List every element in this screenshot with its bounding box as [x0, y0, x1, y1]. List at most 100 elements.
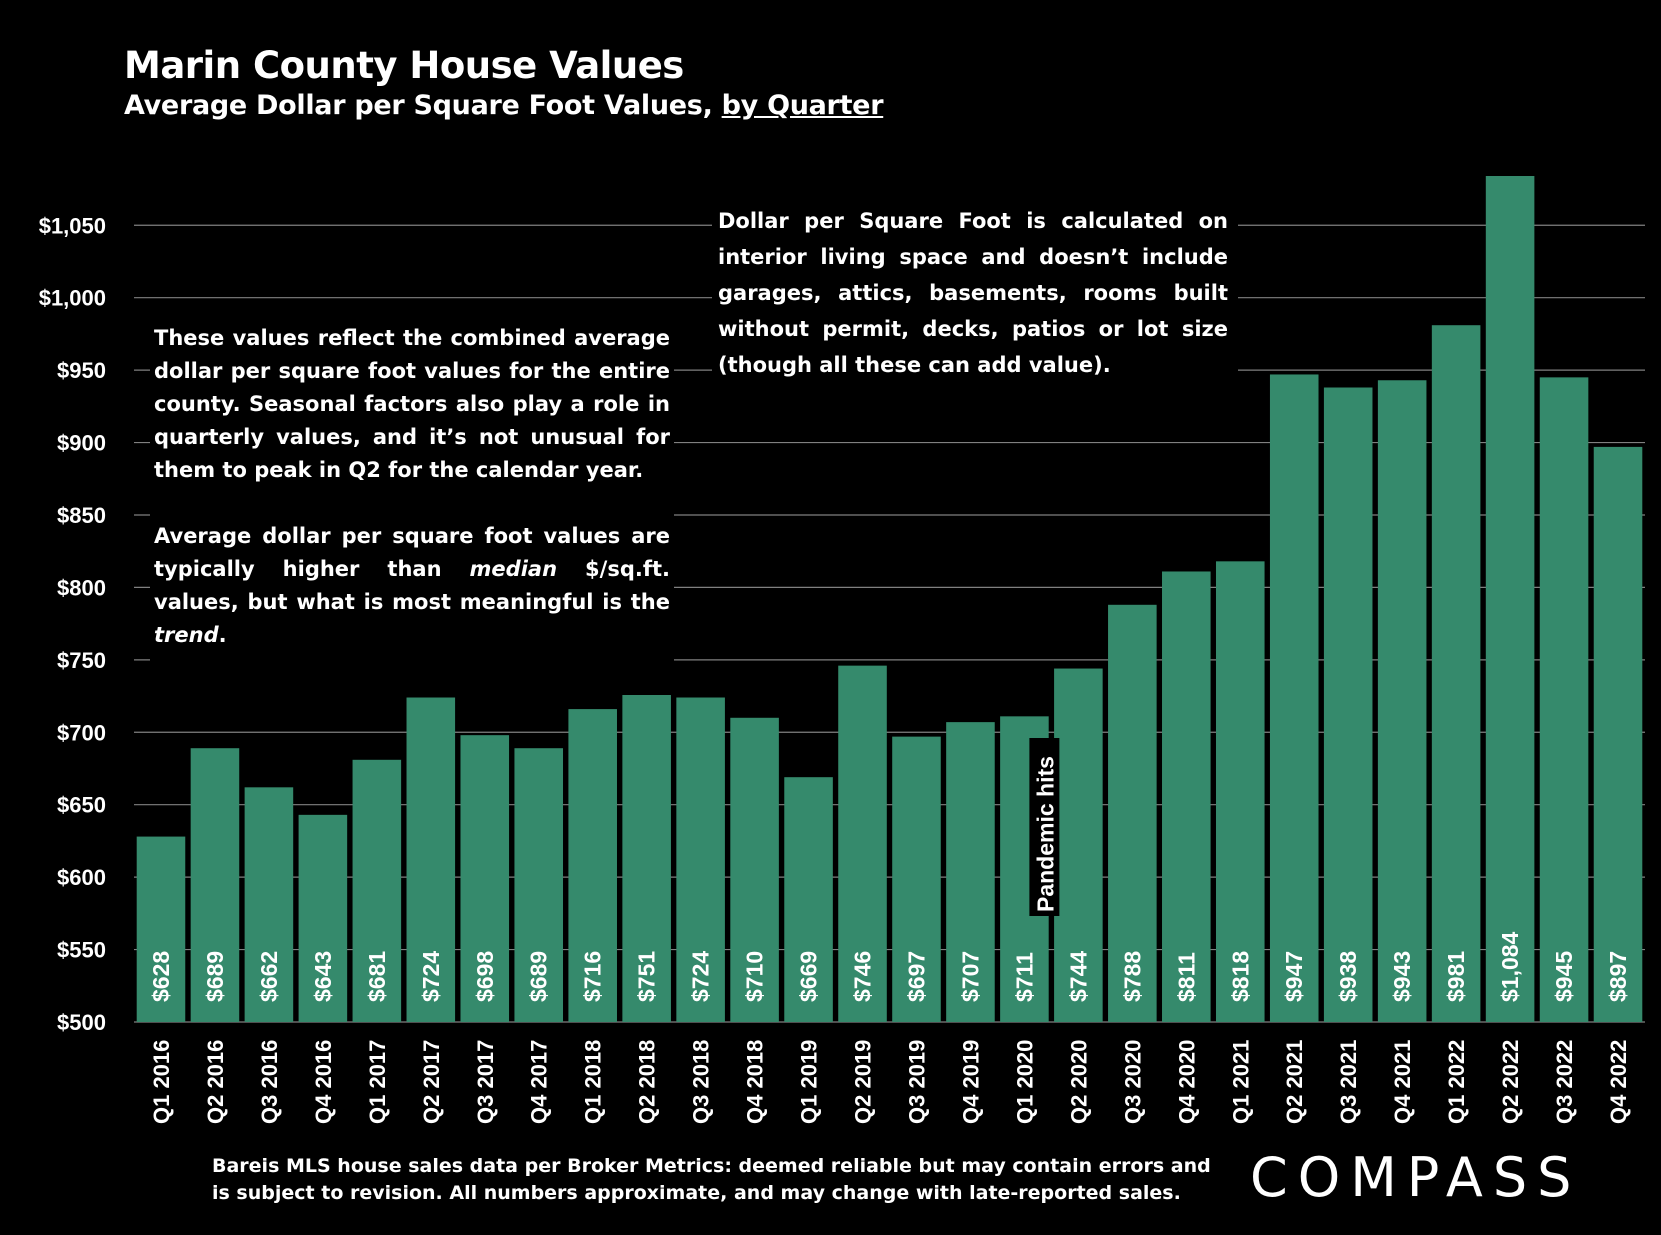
bar-value-label: $818 — [1227, 951, 1253, 1002]
note-right: Dollar per Square Foot is calculated on … — [712, 203, 1238, 393]
x-tick-label: Q3 2017 — [473, 1040, 498, 1124]
bar — [1485, 176, 1535, 1022]
bar-value-label: $1,084 — [1497, 931, 1523, 1002]
y-tick-label: $550 — [57, 938, 106, 963]
bar-value-label: $938 — [1335, 951, 1361, 1002]
bar-value-label: $681 — [364, 951, 390, 1002]
bars: $628 $689 $662 $643 $681 $724 $698 $689 $716 $751… — [136, 176, 1643, 1023]
bar-value-label: $746 — [850, 951, 876, 1002]
bar-value-label: $744 — [1065, 951, 1091, 1002]
bar — [730, 717, 779, 1022]
note-text: . — [218, 623, 227, 647]
note-left-paragraph-1: These values reflect the combined averag… — [154, 326, 670, 482]
note-text: Average dollar per square foot values ar… — [154, 524, 670, 581]
bar-value-label: $788 — [1119, 951, 1145, 1002]
x-tick-label: Q1 2020 — [1012, 1040, 1037, 1124]
bar — [1215, 561, 1265, 1022]
bar — [1054, 668, 1103, 1022]
x-tick-label: Q4 2019 — [958, 1040, 983, 1124]
y-tick-label: $500 — [57, 1010, 106, 1035]
x-tick-label: Q4 2022 — [1606, 1040, 1631, 1124]
bar — [514, 748, 564, 1022]
x-tick-label: Q1 2017 — [365, 1040, 390, 1124]
x-tick-label: Q1 2021 — [1228, 1040, 1253, 1124]
note-left: These values reflect the combined averag… — [150, 322, 674, 695]
note-left-paragraph-2: Average dollar per square foot values ar… — [154, 520, 670, 652]
x-tick-label: Q2 2016 — [203, 1040, 228, 1124]
bar — [676, 697, 725, 1022]
x-tick-label: Q4 2020 — [1174, 1040, 1199, 1124]
bar — [946, 722, 995, 1022]
bar — [1323, 387, 1373, 1022]
y-tick-label: $750 — [57, 648, 106, 673]
x-tick-label: Q3 2019 — [904, 1040, 929, 1124]
bar — [622, 658, 671, 1022]
bar-value-label: $811 — [1173, 952, 1199, 1002]
x-tick-label: Q4 2017 — [527, 1040, 552, 1124]
bar — [1593, 446, 1643, 1023]
bar — [298, 814, 348, 1022]
x-tick-label: Q4 2018 — [743, 1040, 768, 1124]
chart-title: Marin County House Values — [124, 44, 684, 87]
y-tick-label: $1,000 — [39, 286, 106, 311]
bar-value-label: $716 — [580, 951, 606, 1002]
y-tick-label: $1,050 — [39, 213, 106, 238]
bar — [460, 735, 510, 1022]
bar-value-label: $689 — [202, 951, 228, 1002]
bar-value-label: $669 — [796, 951, 822, 1002]
x-tick-label: Q3 2020 — [1120, 1040, 1145, 1124]
bar — [784, 777, 833, 1022]
x-tick-label: Q1 2022 — [1444, 1040, 1469, 1124]
annotation-background — [1029, 738, 1060, 916]
note-text: $/sq.ft. values, but what is most meanin… — [154, 557, 670, 614]
bar-value-label: $711 — [1011, 952, 1037, 1002]
source-note: Bareis MLS house sales data per Broker M… — [212, 1153, 1211, 1207]
y-tick-label: $950 — [57, 358, 106, 383]
y-tick-label: $900 — [57, 431, 106, 456]
bar-value-label: $643 — [310, 951, 336, 1002]
x-tick-label: Q1 2018 — [581, 1040, 606, 1124]
x-tick-label: Q1 2016 — [149, 1040, 174, 1124]
bar-value-label: $943 — [1389, 951, 1415, 1002]
bar — [1377, 380, 1427, 1022]
y-tick-label: $600 — [57, 865, 106, 890]
bar-value-label: $897 — [1605, 951, 1631, 1002]
x-tick-label: Q2 2021 — [1282, 1040, 1307, 1124]
bar-value-label: $662 — [256, 951, 282, 1002]
compass-logo: COMPASS — [1250, 1146, 1582, 1209]
bar-value-label: $689 — [526, 951, 552, 1002]
bar — [136, 836, 186, 1022]
x-axis-ticks: Q1 2016 Q2 2016 Q3 2016 Q4 2016 Q1 2017 Q2 20… — [149, 1040, 1631, 1124]
pandemic-annotation: Pandemic hits — [1032, 756, 1058, 912]
y-tick-label: $800 — [57, 575, 106, 600]
y-tick-label: $650 — [57, 793, 106, 818]
bar — [1108, 604, 1157, 1022]
bar — [190, 748, 240, 1022]
bar — [568, 709, 617, 1022]
x-tick-label: Q3 2021 — [1336, 1040, 1361, 1124]
bar — [1162, 571, 1211, 1022]
x-tick-label: Q3 2022 — [1552, 1040, 1577, 1124]
x-tick-label: Q2 2017 — [419, 1040, 444, 1124]
bar — [1539, 377, 1589, 1022]
x-tick-label: Q2 2020 — [1066, 1040, 1091, 1124]
bar-value-label: $751 — [634, 951, 660, 1002]
subtitle-underlined: by Quarter — [721, 90, 884, 121]
bar-value-label: $981 — [1443, 951, 1469, 1002]
subtitle-text: Average Dollar per Square Foot Values, — [124, 90, 722, 121]
bar-value-label: $947 — [1281, 951, 1307, 1002]
x-tick-label: Q4 2016 — [311, 1040, 336, 1124]
bar — [406, 697, 456, 1022]
bar — [352, 759, 402, 1022]
x-tick-label: Q2 2018 — [635, 1040, 660, 1124]
note-emphasis-trend: trend — [154, 623, 219, 647]
x-tick-label: Q1 2019 — [797, 1040, 822, 1124]
y-tick-label: $700 — [57, 720, 106, 745]
chart-subtitle: Average Dollar per Square Foot Values, b… — [124, 90, 884, 121]
bar-value-label: $628 — [148, 951, 174, 1002]
x-tick-label: Q3 2018 — [689, 1040, 714, 1124]
bar-value-label: $697 — [903, 951, 929, 1002]
bar — [892, 736, 941, 1022]
bar-value-label: $698 — [472, 951, 498, 1002]
bar-value-label: $710 — [742, 951, 768, 1002]
